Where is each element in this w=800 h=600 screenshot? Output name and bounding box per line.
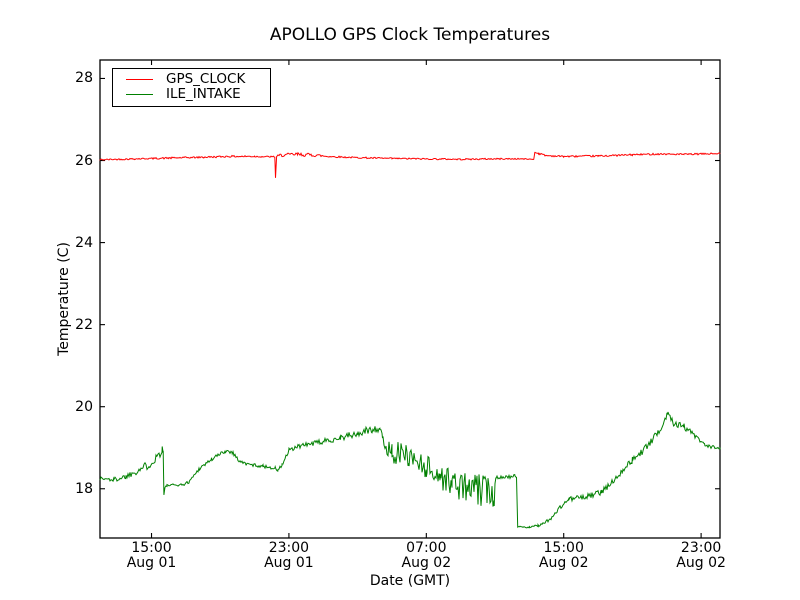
- y-tick-label: 18: [75, 480, 93, 497]
- chart-title: APOLLO GPS Clock Temperatures: [269, 25, 551, 45]
- legend: GPS_CLOCK ILE_INTAKE: [112, 68, 271, 107]
- legend-label: GPS_CLOCK: [166, 71, 246, 87]
- y-axis-label: Temperature (C): [56, 242, 72, 356]
- x-tick-label-line: 23:00: [680, 540, 722, 556]
- legend-line-sample-icon: [126, 79, 153, 80]
- x-tick-label: 23:00 Aug 01: [254, 541, 324, 571]
- axes-frame: [99, 59, 721, 539]
- x-tick-label-line: 23:00: [268, 540, 310, 556]
- x-tick-label-line: Aug 02: [401, 555, 452, 571]
- x-tick-label: 15:00 Aug 01: [117, 541, 187, 571]
- x-tick-label-line: 07:00: [406, 540, 447, 556]
- x-tick-label-line: 15:00: [543, 540, 584, 556]
- y-tick-label: 28: [75, 70, 93, 87]
- series-gps-clock-line: [99, 151, 721, 178]
- x-tick-label-line: Aug 02: [538, 555, 589, 571]
- y-tick-label: 24: [75, 234, 93, 251]
- x-tick-label-line: Aug 01: [126, 555, 177, 571]
- legend-line-sample-icon: [126, 94, 153, 95]
- x-tick-label-line: 15:00: [131, 540, 172, 556]
- y-tick-label: 22: [75, 316, 93, 333]
- x-tick-label: 23:00 Aug 02: [666, 541, 736, 571]
- y-tick-label: 26: [75, 152, 93, 169]
- x-axis-label: Date (GMT): [369, 573, 451, 589]
- legend-label: ILE_INTAKE: [166, 86, 241, 102]
- legend-entry-ile-intake: ILE_INTAKE: [113, 87, 270, 102]
- x-tick-label: 15:00 Aug 02: [529, 541, 599, 571]
- y-tick-label: 20: [75, 398, 93, 415]
- x-tick-label-line: Aug 01: [264, 555, 314, 571]
- legend-entry-gps-clock: GPS_CLOCK: [113, 72, 270, 87]
- x-tick-label: 07:00 Aug 02: [391, 541, 461, 571]
- x-tick-label-line: Aug 02: [676, 555, 726, 571]
- series-ile-intake-line: [99, 411, 721, 529]
